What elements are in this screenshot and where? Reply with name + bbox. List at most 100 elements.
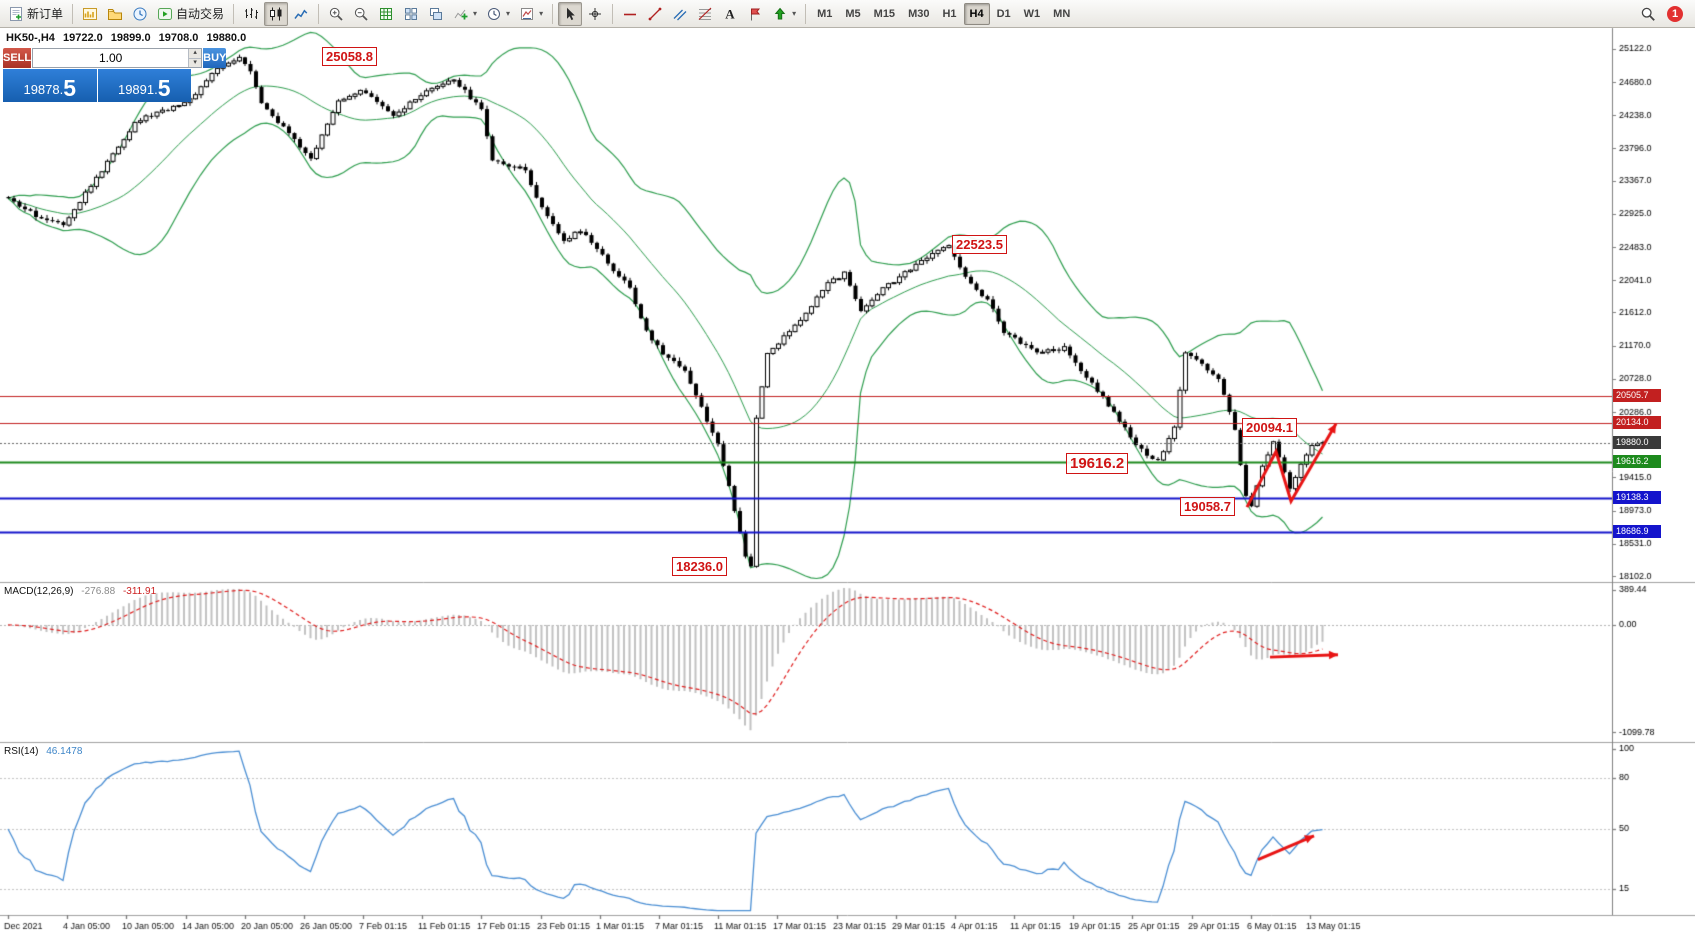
- toolbar-separator: [318, 3, 320, 24]
- candlestick-chart-button[interactable]: [264, 1, 289, 26]
- tile-windows-icon: [403, 6, 419, 22]
- text-button[interactable]: A: [718, 2, 742, 26]
- crosshair-button[interactable]: [583, 2, 607, 26]
- new-order-icon: [8, 6, 24, 22]
- horizontal-line-button[interactable]: [618, 2, 642, 26]
- hline-icon: [622, 6, 638, 22]
- macd-name: MACD(12,26,9): [4, 586, 74, 597]
- ohlc-close: 19880.0: [206, 32, 247, 44]
- profiles-button[interactable]: [103, 2, 127, 26]
- market-watch-button[interactable]: [128, 2, 152, 26]
- toolbar-right: 1: [1636, 2, 1691, 26]
- price-callout[interactable]: 25058.8: [322, 47, 377, 66]
- volume-input[interactable]: [33, 49, 189, 67]
- ohlc-high: 19899.0: [110, 32, 151, 44]
- new-chart-button[interactable]: [78, 2, 102, 26]
- volume-down-button[interactable]: ▾: [189, 58, 202, 67]
- grid-button[interactable]: [374, 2, 398, 26]
- price-callout[interactable]: 20094.1: [1242, 418, 1297, 437]
- pane-divider-macd[interactable]: [0, 579, 1695, 584]
- tile-windows-button[interactable]: [399, 2, 423, 26]
- price-axis-badge: 19138.3: [1613, 491, 1661, 504]
- ohlc-low: 19708.0: [158, 32, 199, 44]
- channel-button[interactable]: [668, 2, 692, 26]
- toolbar-separator: [233, 3, 235, 24]
- price-axis-badge: 20505.7: [1613, 389, 1661, 402]
- price-axis-badge: 18686.9: [1613, 525, 1661, 538]
- linechart-icon: [293, 6, 309, 22]
- timeframe-m1-button[interactable]: M1: [817, 7, 833, 20]
- timeframe-w1-button[interactable]: W1: [1023, 7, 1041, 20]
- timeframe-m30-button[interactable]: M30: [908, 7, 930, 20]
- timeframe-m5-button[interactable]: M5: [845, 7, 861, 20]
- text-icon: A: [722, 6, 738, 22]
- svg-text:A: A: [725, 6, 735, 21]
- timeframe-h1-button[interactable]: H1: [942, 7, 957, 20]
- bar-chart-button[interactable]: [239, 2, 263, 26]
- timeframe-m15-button[interactable]: M15: [873, 7, 896, 20]
- macd-main-value: -276.88: [81, 586, 116, 597]
- cascade-windows-button[interactable]: [424, 2, 448, 26]
- sell-button[interactable]: SELL: [3, 48, 32, 68]
- templates-button[interactable]: ▾: [515, 2, 547, 26]
- pane-divider-rsi[interactable]: [0, 739, 1695, 744]
- arrows-icon: [772, 6, 788, 22]
- time-axis[interactable]: [0, 915, 1695, 939]
- profiles-icon: [107, 6, 123, 22]
- price-axis[interactable]: [1612, 28, 1695, 915]
- auto-trading-button[interactable]: 自动交易: [153, 2, 228, 26]
- chevron-down-icon: ▾: [473, 9, 478, 18]
- search-icon: [1640, 6, 1656, 22]
- price-axis-badge: 19616.2: [1613, 455, 1661, 468]
- arrows-button[interactable]: ▾: [768, 2, 800, 26]
- volume-up-button[interactable]: ▴: [189, 49, 202, 59]
- price-callout[interactable]: 19058.7: [1180, 497, 1235, 516]
- new-chart-icon: [82, 6, 98, 22]
- text-label-icon: [747, 6, 763, 22]
- grid-icon: [378, 6, 394, 22]
- templates-icon: [519, 6, 535, 22]
- price-callout[interactable]: 19616.2: [1066, 453, 1129, 474]
- notification-badge[interactable]: 1: [1667, 5, 1683, 22]
- indicators-icon: [453, 6, 469, 22]
- toolbar-separator: [72, 3, 74, 24]
- rsi-indicator-label: RSI(14) 46.1478: [4, 746, 87, 757]
- macd-signal-value: -311.91: [122, 586, 157, 597]
- cascade-windows-icon: [428, 6, 444, 22]
- volume-box: ▴ ▾: [32, 48, 203, 68]
- timeframe-h4-button[interactable]: H4: [963, 2, 990, 25]
- zoom-in-button[interactable]: [324, 2, 348, 26]
- new-order-button[interactable]: 新订单: [4, 2, 67, 26]
- auto-trading-label: 自动交易: [176, 7, 225, 21]
- text-label-button[interactable]: [743, 2, 767, 26]
- trendline-button[interactable]: [643, 2, 667, 26]
- chevron-down-icon: ▾: [792, 9, 797, 18]
- bars-icon: [243, 6, 259, 22]
- price-callout[interactable]: 18236.0: [672, 557, 727, 576]
- zoom-in-icon: [328, 6, 344, 22]
- buy-price[interactable]: 19891. 5: [97, 69, 191, 102]
- buy-button[interactable]: BUY: [203, 48, 227, 68]
- timeframe-mn-button[interactable]: MN: [1053, 7, 1071, 20]
- timeframe-d1-button[interactable]: D1: [996, 7, 1011, 20]
- indicators-button[interactable]: ▾: [449, 2, 481, 26]
- price-callout[interactable]: 22523.5: [952, 235, 1007, 254]
- toolbar: 新订单 自动交易 ▾ ▾ ▾ A ▾ M1 M5 M15 M30 H1 H4 D1 W1 MN 1: [0, 0, 1695, 28]
- rsi-value: 46.1478: [46, 746, 83, 757]
- cursor-button[interactable]: [558, 1, 583, 26]
- rsi-name: RSI(14): [4, 746, 39, 757]
- channel-icon: [672, 6, 688, 22]
- ohlc-open: 19722.0: [62, 32, 103, 44]
- zoom-out-button[interactable]: [349, 2, 373, 26]
- one-click-trading-widget: SELL ▴ ▾ BUY 19878.5 19891.5: [3, 48, 227, 102]
- fibonacci-button[interactable]: [693, 2, 717, 26]
- search-button[interactable]: [1636, 2, 1660, 26]
- market-watch-icon: [132, 6, 148, 22]
- sell-price[interactable]: 19878. 5: [3, 69, 97, 102]
- periods-button[interactable]: ▾: [482, 2, 514, 26]
- line-chart-button[interactable]: [289, 2, 313, 26]
- chevron-down-icon: ▾: [506, 9, 511, 18]
- chevron-down-icon: ▾: [539, 9, 544, 18]
